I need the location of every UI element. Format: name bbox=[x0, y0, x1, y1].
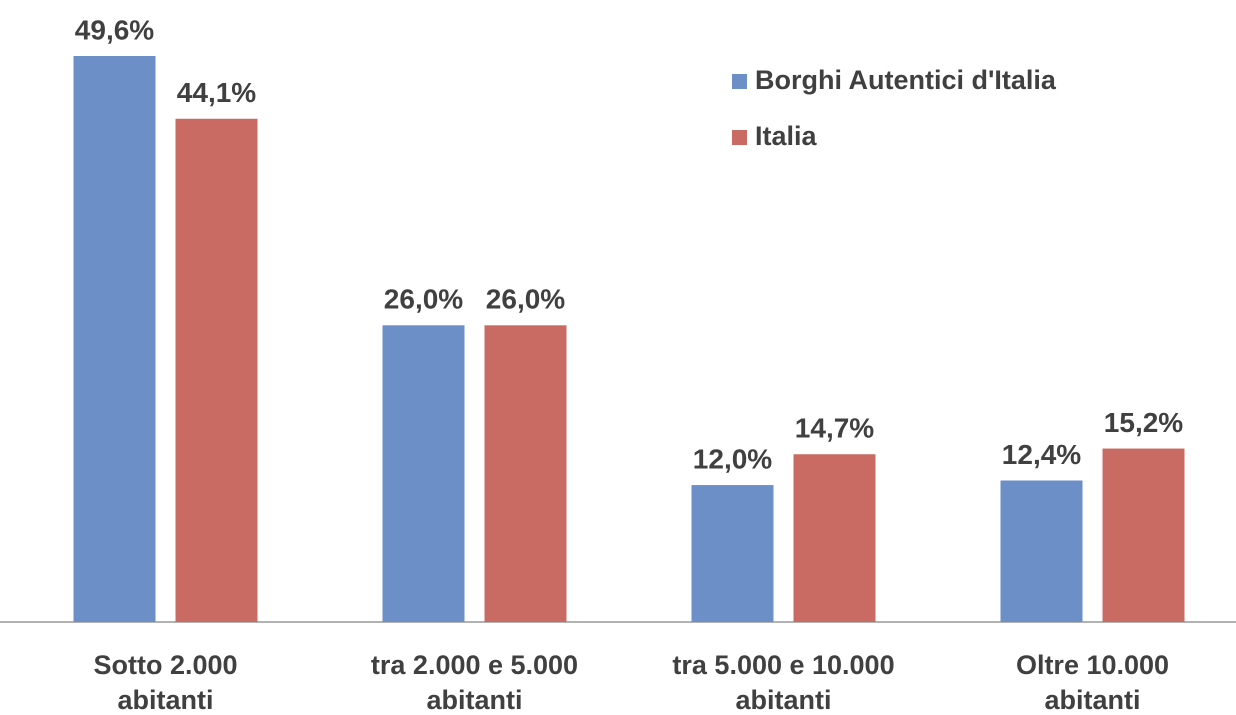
x-tick-label: Oltre 10.000 abitanti bbox=[1015, 650, 1170, 715]
bar bbox=[484, 325, 567, 622]
data-label: 12,4% bbox=[1002, 439, 1081, 470]
bar bbox=[73, 56, 156, 622]
bar bbox=[1102, 448, 1185, 622]
data-label: 26,0% bbox=[486, 284, 565, 315]
x-tick-label: tra 5.000 e 10.000 abitanti bbox=[672, 650, 895, 715]
bar bbox=[382, 325, 465, 622]
data-label: 49,6% bbox=[75, 14, 154, 45]
data-label: 15,2% bbox=[1104, 407, 1183, 438]
legend-swatch bbox=[732, 130, 747, 145]
legend-swatch bbox=[732, 74, 747, 89]
x-tick-label: Sotto 2.000 abitanti bbox=[93, 650, 238, 715]
legend-label: Italia bbox=[755, 121, 818, 151]
legend-label: Borghi Autentici d'Italia bbox=[755, 65, 1057, 95]
data-label: 14,7% bbox=[795, 413, 874, 444]
data-label: 44,1% bbox=[177, 77, 256, 108]
data-label: 12,0% bbox=[693, 443, 772, 474]
x-tick-label: tra 2.000 e 5.000 abitanti bbox=[370, 650, 579, 715]
data-label: 26,0% bbox=[384, 284, 463, 315]
bar bbox=[793, 454, 876, 622]
bar bbox=[1000, 480, 1083, 622]
bar bbox=[691, 485, 774, 622]
bar bbox=[175, 118, 258, 623]
